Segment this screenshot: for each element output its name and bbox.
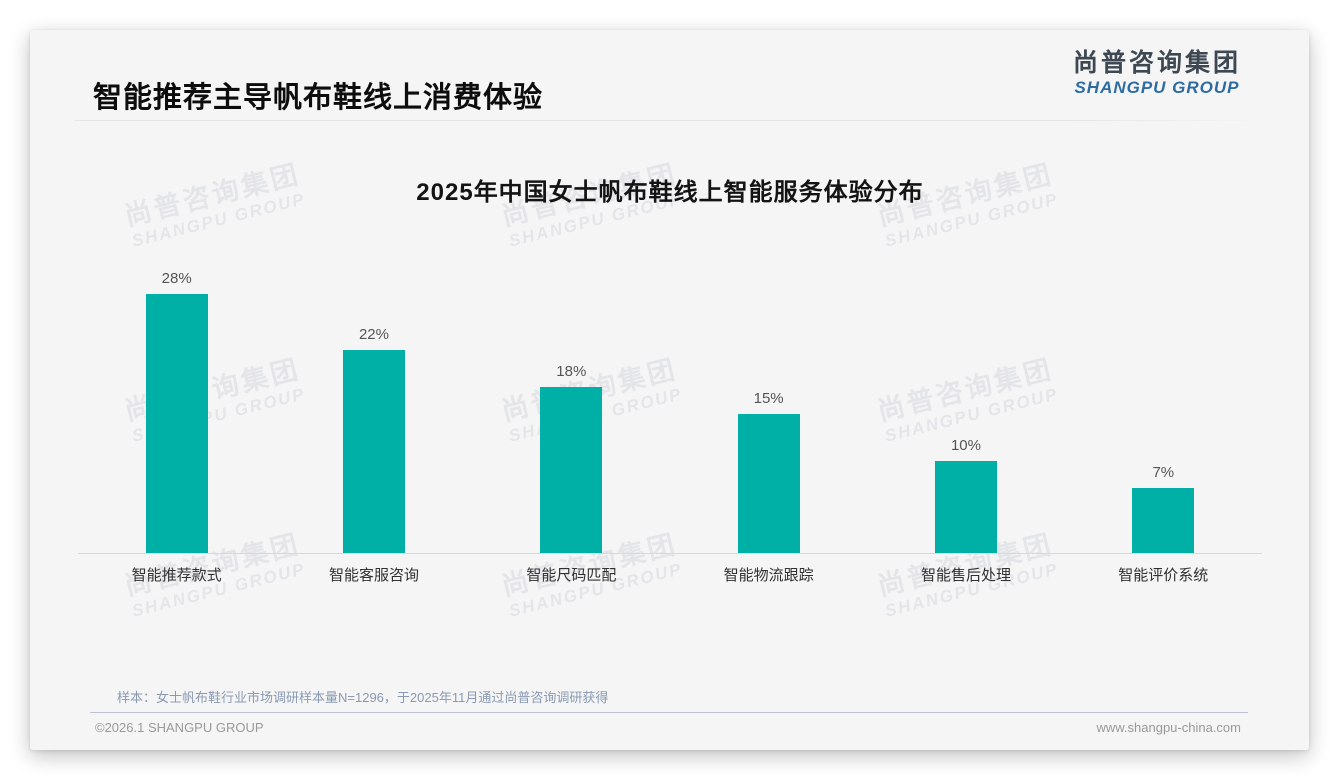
bar-column: 22%	[275, 325, 472, 553]
chart-title: 2025年中国女士帆布鞋线上智能服务体验分布	[416, 179, 924, 206]
logo-chinese-text: 尚普咨询集团	[1072, 49, 1241, 77]
page-title: 智能推荐主导帆布鞋线上消费体验	[93, 82, 544, 114]
footer-website: www.shangpu-china.com	[1096, 720, 1241, 735]
category-label: 智能推荐款式	[131, 567, 222, 584]
bar-column: 10%	[867, 436, 1064, 553]
bar-column: 7%	[1065, 464, 1262, 553]
sample-note: 样本：女士帆布鞋行业市场调研样本量N=1296，于2025年11月通过尚普咨询调…	[117, 690, 609, 705]
footer-copyright: ©2026.1 SHANGPU GROUP	[95, 720, 264, 735]
bar-value-label: 28%	[161, 270, 192, 287]
bar-chart: 28% 22% 18% 15% 10% 7%	[78, 190, 1262, 553]
x-axis-line	[78, 553, 1262, 554]
company-logo: 尚普咨询集团 SHANGPU GROUP	[1072, 49, 1241, 97]
bar-value-label: 15%	[753, 390, 784, 408]
bar-value-label: 18%	[556, 362, 587, 380]
category-labels: 智能推荐款式 智能客服咨询 智能尺码匹配 智能物流跟踪 智能售后处理 智能评价系统	[78, 564, 1262, 585]
bar-value-label: 22%	[358, 325, 389, 343]
bar-value-label: 7%	[1152, 464, 1175, 482]
header-divider	[75, 120, 1271, 121]
bar-column: 15%	[670, 390, 867, 553]
bar-column: 28%	[78, 270, 275, 553]
category-label: 智能客服咨询	[328, 567, 419, 584]
bar	[1132, 488, 1195, 553]
logo-english-text: SHANGPU GROUP	[1074, 77, 1240, 97]
bar	[934, 460, 997, 553]
footer: ©2026.1 SHANGPU GROUP www.shangpu-china.…	[95, 720, 1241, 735]
bar-value-label: 10%	[950, 436, 981, 454]
bar	[342, 349, 405, 553]
footer-divider	[90, 712, 1248, 713]
bar	[540, 386, 603, 553]
slide-card: 尚普咨询集团 SHANGPU GROUP 尚普咨询集团 SHANGPU GROUP 尚普…	[30, 30, 1309, 750]
category-label: 智能物流跟踪	[723, 567, 814, 584]
bar	[145, 294, 208, 553]
category-label: 智能售后处理	[920, 567, 1011, 584]
bar	[737, 414, 800, 553]
category-label: 智能尺码匹配	[526, 567, 617, 584]
bar-column: 18%	[473, 362, 670, 553]
category-label: 智能评价系统	[1118, 567, 1209, 584]
